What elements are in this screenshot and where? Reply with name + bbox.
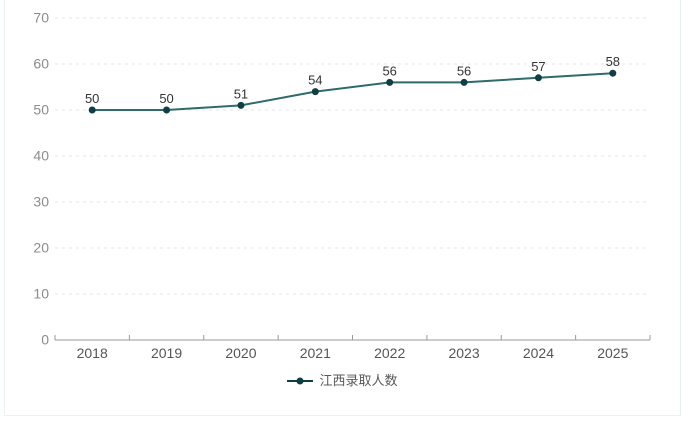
data-point-label: 58 bbox=[606, 54, 620, 69]
x-axis-tick-label: 2021 bbox=[300, 345, 331, 361]
data-point-label: 51 bbox=[234, 86, 248, 101]
y-axis-tick-label: 0 bbox=[41, 332, 49, 348]
data-point-label: 50 bbox=[159, 91, 173, 106]
y-axis-tick-label: 30 bbox=[33, 194, 49, 210]
data-point-label: 54 bbox=[308, 73, 322, 88]
chart-card: 0 10 20 30 40 50 60 70 2018 2019 2020 2021 2022 2023 2… bbox=[4, 0, 681, 416]
y-axis-tick-label: 10 bbox=[33, 286, 49, 302]
x-axis-tick-label: 2019 bbox=[151, 345, 182, 361]
y-axis-tick-label: 40 bbox=[33, 148, 49, 164]
data-point[interactable] bbox=[534, 74, 542, 82]
line-chart-canvas: 0 10 20 30 40 50 60 70 2018 2019 2020 2021 2022 2023 2… bbox=[33, 10, 651, 361]
data-point-label: 57 bbox=[531, 59, 545, 74]
x-axis-tick-label: 2020 bbox=[225, 345, 256, 361]
data-point-label: 56 bbox=[382, 63, 396, 78]
y-axis-tick-label: 50 bbox=[33, 102, 49, 118]
data-point[interactable] bbox=[163, 106, 171, 114]
x-axis-tick-label: 2024 bbox=[523, 345, 554, 361]
data-point[interactable] bbox=[237, 101, 245, 109]
data-point-label: 56 bbox=[457, 63, 471, 78]
x-axis-tick-label: 2025 bbox=[597, 345, 628, 361]
x-axis-tick-label: 2018 bbox=[77, 345, 108, 361]
data-point[interactable] bbox=[88, 106, 96, 114]
x-axis-tick-label: 2023 bbox=[448, 345, 479, 361]
data-point[interactable] bbox=[386, 78, 394, 86]
legend-item[interactable]: 江西录取人数 bbox=[287, 372, 398, 390]
y-axis-tick-label: 20 bbox=[33, 240, 49, 256]
x-axis-tick-label: 2022 bbox=[374, 345, 405, 361]
data-point-label: 50 bbox=[85, 91, 99, 106]
data-point[interactable] bbox=[311, 88, 319, 96]
y-axis-tick-label: 70 bbox=[33, 10, 49, 26]
series-line bbox=[91, 72, 614, 111]
legend-line-dot-icon bbox=[287, 377, 314, 385]
legend: 江西录取人数 bbox=[5, 372, 680, 390]
legend-label: 江西录取人数 bbox=[319, 373, 398, 388]
data-point[interactable] bbox=[460, 78, 468, 86]
y-axis-tick-label: 60 bbox=[33, 56, 49, 72]
data-point[interactable] bbox=[609, 69, 617, 77]
